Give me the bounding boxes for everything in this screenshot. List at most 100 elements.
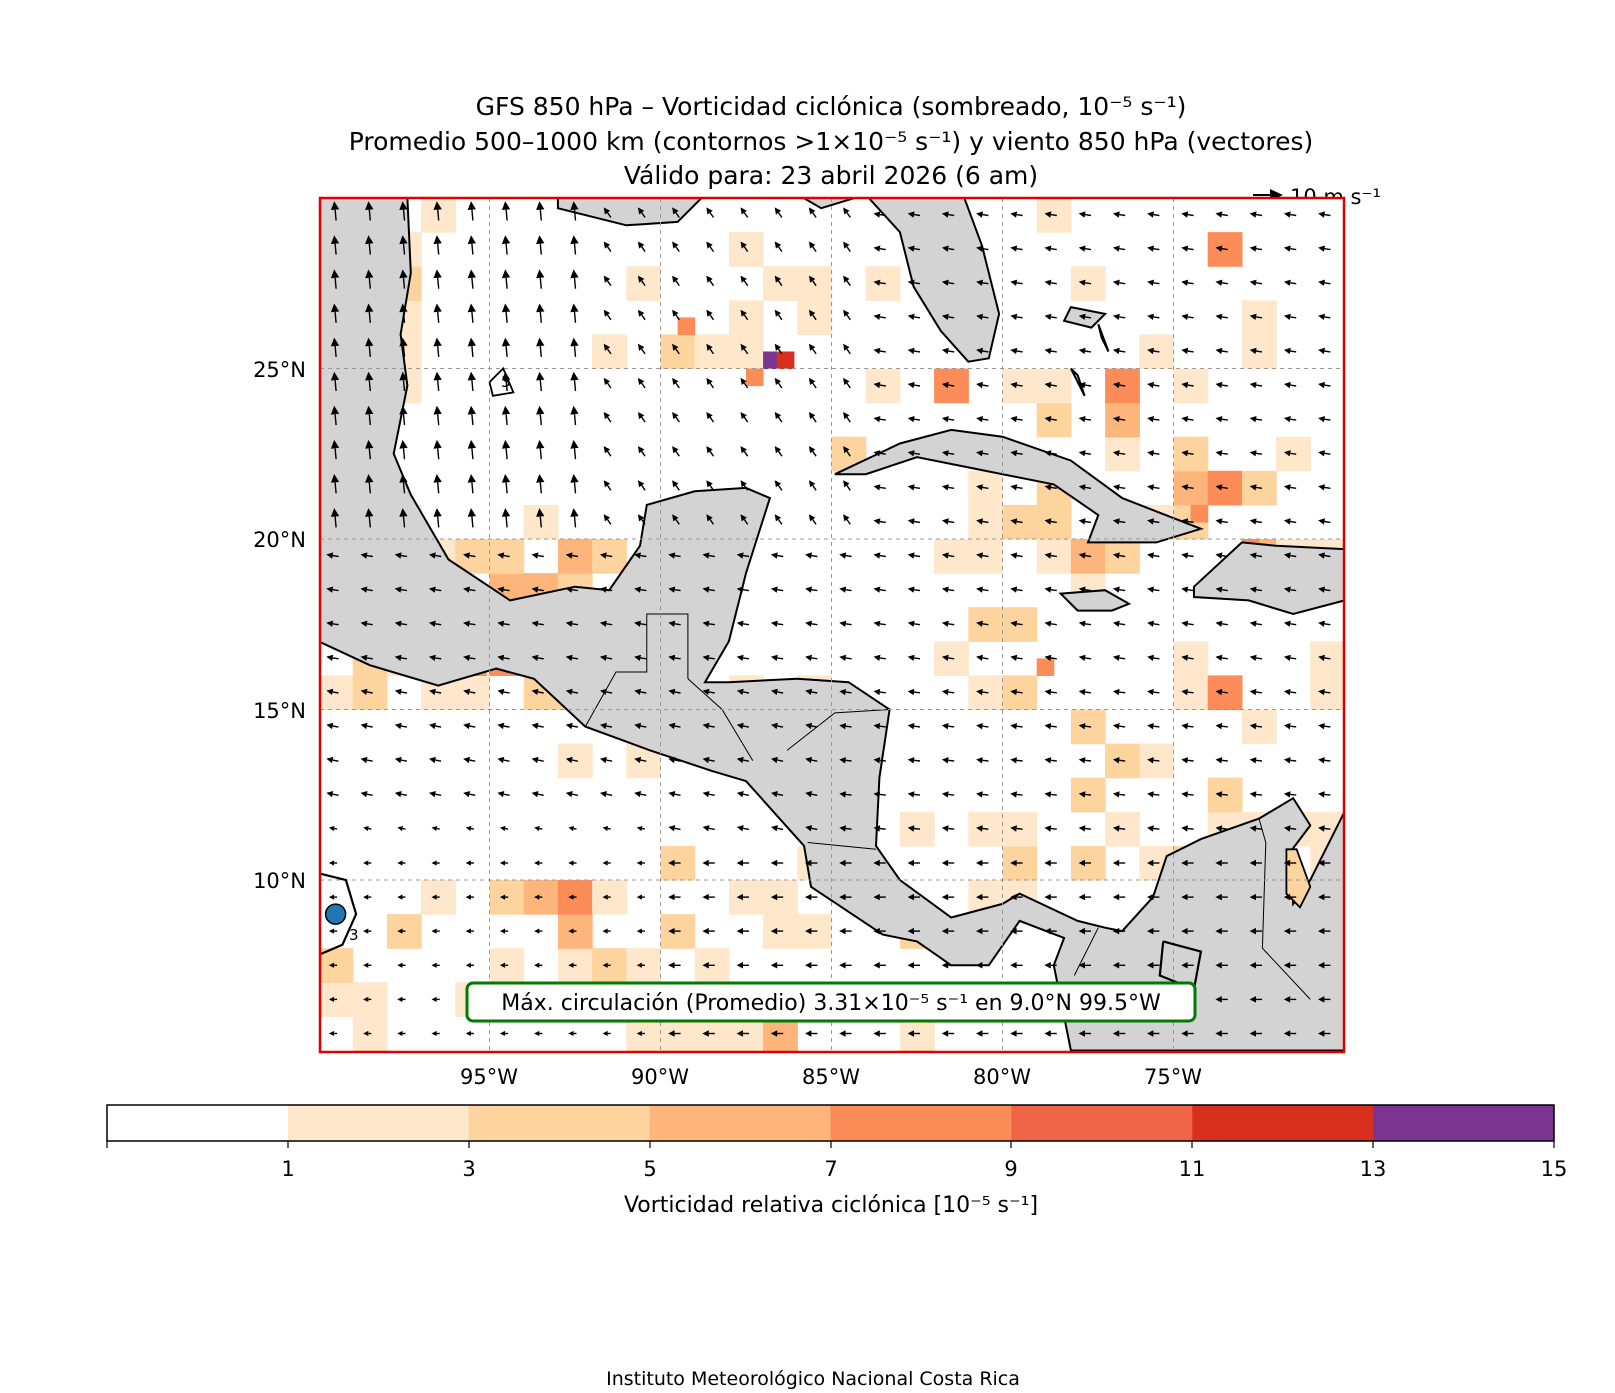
wind-vector (672, 514, 680, 525)
wind-vector (1112, 211, 1126, 218)
wind-vector (941, 825, 955, 832)
wind-vector (499, 928, 509, 934)
wind-vector (1215, 211, 1228, 218)
wind-vector (433, 474, 442, 494)
wind-vector (1147, 245, 1160, 252)
colorbar-tick-label: 7 (824, 1157, 837, 1181)
wind-vector (394, 552, 408, 559)
wind-vector (706, 309, 715, 321)
wind-vector (330, 474, 340, 494)
wind-vector (941, 552, 955, 559)
wind-vector (740, 207, 749, 218)
wind-vector (1283, 927, 1297, 935)
wind-vector (1249, 962, 1262, 969)
wind-vector (839, 654, 852, 661)
wind-vector (1215, 416, 1228, 423)
wind-vector (1044, 450, 1057, 457)
wind-vector (1318, 586, 1331, 593)
wind-vector (433, 269, 442, 289)
jamaica (1060, 590, 1129, 611)
wind-vector (843, 480, 851, 491)
map-panel: 3 3 Máx. circulación (Promedio) 3.31×10⁻… (318, 196, 1346, 1054)
wind-vector (1215, 381, 1228, 389)
wind-vector (634, 620, 647, 627)
wind-vector (1044, 927, 1057, 935)
wind-vector (1078, 279, 1092, 286)
wind-vector (1010, 552, 1023, 559)
wind-vector (1044, 586, 1057, 593)
wind-vector (702, 552, 715, 559)
title-line-2: Promedio 500–1000 km (contornos >1×10⁻⁵ … (349, 127, 1314, 156)
wind-vector (976, 688, 989, 696)
wind-vector (839, 791, 852, 798)
wind-vector (941, 723, 955, 730)
wind-vector (365, 201, 374, 221)
wind-vector (467, 235, 476, 255)
wind-vector (774, 480, 783, 491)
wind-vector (565, 791, 579, 798)
wind-vector (976, 620, 989, 627)
wind-vector (1112, 245, 1126, 252)
wind-vector (1283, 962, 1297, 969)
wind-vector (431, 962, 440, 968)
wind-vector (1044, 1030, 1057, 1037)
wind-vector (326, 620, 339, 627)
wind-vector (1181, 962, 1194, 969)
wind-vector (1078, 927, 1091, 935)
wind-vector (531, 552, 544, 559)
wind-vector (394, 756, 408, 764)
wind-vector (501, 439, 511, 460)
colorbar-level (1192, 1105, 1374, 1141)
wind-vector (363, 996, 372, 1002)
wind-vector (1249, 723, 1263, 730)
wind-vector (433, 201, 442, 221)
wind-vector (736, 791, 750, 798)
wind-vector (1078, 245, 1092, 252)
wind-vector (706, 343, 715, 355)
wind-vector (1147, 586, 1160, 593)
wind-vector (1181, 381, 1194, 389)
wind-vector (771, 825, 784, 832)
wind-vector (1215, 484, 1228, 491)
wind-vector (600, 688, 613, 695)
wind-vector (976, 313, 989, 320)
wind-vector (565, 552, 579, 559)
colorbar-tick-label: 5 (643, 1157, 656, 1181)
wind-vector (1181, 620, 1194, 627)
wind-vector (1078, 1030, 1091, 1037)
wind-vector (1318, 245, 1331, 252)
wind-vector (672, 241, 680, 252)
wind-vector (1044, 688, 1057, 696)
wind-vector (672, 412, 680, 423)
vorticity-cell-strong (746, 368, 764, 387)
wind-vector (399, 474, 408, 494)
wind-vector (497, 586, 510, 593)
wind-vector (1283, 723, 1297, 730)
wind-vector (399, 269, 408, 289)
wind-vector (736, 552, 750, 559)
wind-vector (1112, 654, 1126, 661)
wind-vector (1044, 723, 1057, 730)
wind-vector (568, 860, 577, 866)
wind-vector (771, 722, 784, 730)
wind-vector (843, 343, 851, 355)
wind-vector (843, 514, 851, 525)
wind-vector (467, 303, 476, 323)
wind-vector (328, 860, 338, 866)
wind-vector (1249, 211, 1263, 218)
jamaica-coastline (1058, 589, 1132, 612)
wind-vector (1249, 654, 1263, 661)
wind-vector (1147, 893, 1160, 901)
wind-vector (1181, 723, 1194, 730)
max-annotation-text: Máx. circulación (Promedio) 3.31×10⁻⁵ s⁻… (501, 991, 1161, 1016)
wind-vector (1215, 654, 1228, 661)
wind-vector (1283, 654, 1297, 661)
wind-vector (431, 860, 440, 866)
wind-vector (1112, 450, 1126, 457)
wind-vector (907, 484, 921, 491)
wind-vector (941, 211, 955, 218)
wind-vector (668, 722, 681, 730)
wind-vector (501, 337, 511, 357)
wind-vector (1044, 313, 1057, 320)
wind-vector (774, 309, 783, 321)
